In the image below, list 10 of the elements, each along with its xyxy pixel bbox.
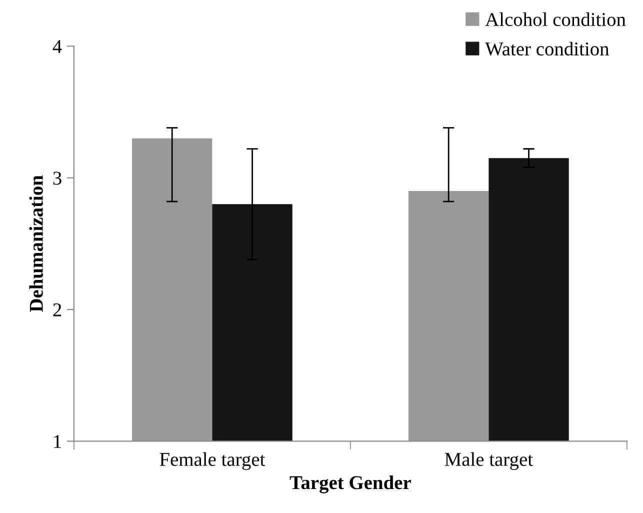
y-tick-label: 1: [54, 435, 61, 448]
y-tick-label: 2: [53, 303, 62, 316]
x-tick-label: Female target: [160, 452, 266, 470]
y-tick-label: 4: [52, 40, 62, 53]
y-tick-label: 3: [53, 172, 62, 185]
legend-label: Alcohol condition: [485, 12, 626, 26]
legend-label: Water condition: [485, 42, 610, 56]
y-axis-title: Dehumanization: [29, 175, 43, 312]
x-tick-label: Male target: [444, 452, 533, 470]
x-axis-title: Target Gender: [290, 476, 411, 494]
